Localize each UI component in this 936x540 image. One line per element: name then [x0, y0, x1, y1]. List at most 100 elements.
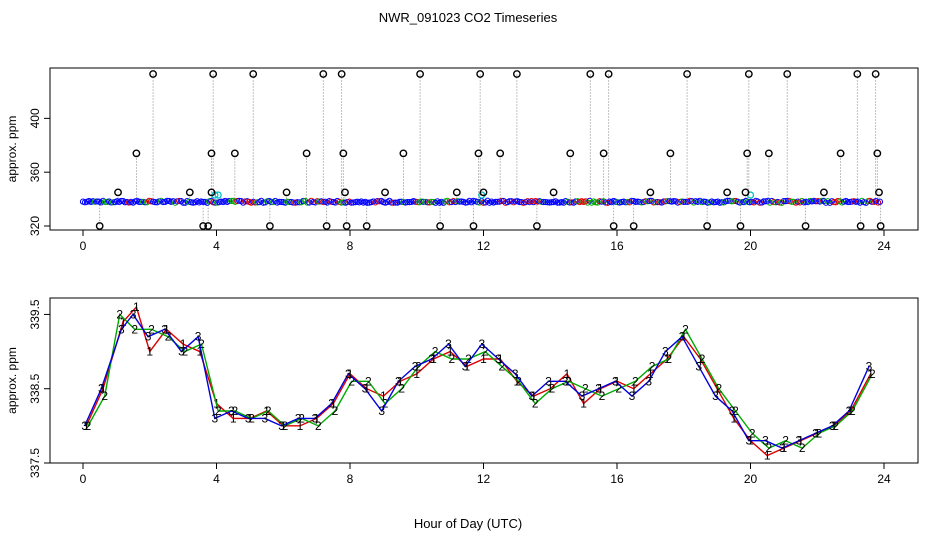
series-point-3: 3	[428, 352, 435, 366]
baseline-point	[554, 199, 561, 206]
spike-point	[416, 70, 424, 78]
series-point-1: 1	[380, 389, 387, 403]
figure-title: NWR_091023 CO2 Timeseries	[379, 10, 558, 25]
spike-point	[479, 188, 488, 197]
series-point-1: 1	[781, 441, 788, 455]
series-point-3: 3	[295, 411, 302, 425]
baseline-point	[652, 198, 659, 206]
baseline-point	[296, 199, 303, 206]
series-point-3: 3	[562, 374, 569, 388]
y-tick-label: 338.5	[28, 373, 42, 403]
series-point-3: 3	[362, 382, 369, 396]
x-tick-label: 24	[877, 472, 891, 486]
series-point-2: 2	[599, 389, 606, 403]
y-axis-label: approx. ppm	[5, 116, 19, 183]
series-point-1: 1	[580, 397, 587, 411]
baseline-point	[682, 198, 689, 205]
series-point-1: 1	[230, 411, 237, 425]
series-point-1: 1	[564, 367, 571, 381]
spike-point	[476, 70, 485, 78]
baseline-point	[756, 199, 763, 206]
spike-point	[149, 70, 157, 78]
spike-point	[265, 222, 274, 230]
series-point-1: 1	[280, 419, 287, 433]
baseline-point	[664, 197, 671, 205]
series-point-1: 1	[120, 315, 127, 329]
spike-point	[801, 222, 810, 230]
series-point-1: 1	[730, 411, 737, 425]
spike-point	[566, 149, 575, 158]
spike-point	[381, 188, 389, 197]
y-axis-label: approx. ppm	[5, 347, 19, 414]
series-point-1: 1	[146, 345, 153, 359]
y-tick-label: 320	[28, 216, 42, 236]
spike-point	[875, 188, 883, 197]
spike-point	[820, 188, 828, 197]
series-point-2: 2	[332, 404, 339, 418]
x-tick-label: 12	[477, 239, 491, 253]
series-point-1: 1	[447, 345, 454, 359]
baseline-point	[107, 199, 115, 206]
series-point-1: 1	[196, 345, 203, 359]
baseline-point	[516, 198, 523, 206]
series-point-3: 3	[262, 411, 269, 425]
series-point-1: 1	[814, 426, 821, 440]
series-point-3: 3	[395, 374, 402, 388]
spike-point	[743, 149, 752, 158]
series-point-1: 1	[430, 352, 437, 366]
spike-point	[629, 222, 638, 230]
baseline-point	[160, 198, 167, 206]
baseline-point	[680, 198, 687, 205]
baseline-point	[406, 199, 413, 206]
baseline-point	[718, 199, 725, 206]
series-point-2: 2	[131, 322, 138, 336]
series-point-1: 1	[764, 449, 771, 463]
series-point-1: 1	[530, 389, 537, 403]
spike-point	[337, 70, 346, 78]
spike-point	[549, 188, 558, 197]
series-point-2: 2	[699, 352, 706, 366]
baseline-point	[544, 199, 551, 206]
series-point-1: 1	[597, 382, 604, 396]
spike-point	[342, 222, 351, 230]
series-point-2: 2	[85, 419, 92, 433]
y-tick-label: 337.5	[28, 448, 42, 478]
spike-point	[230, 149, 239, 158]
baseline-point	[286, 198, 293, 206]
series-point-2: 2	[482, 345, 489, 359]
baseline-point	[294, 199, 301, 206]
spike-point	[599, 149, 608, 158]
series-point-3: 3	[228, 404, 235, 418]
series-point-3: 3	[195, 330, 202, 344]
baseline-point	[830, 198, 838, 206]
baseline-point	[760, 198, 767, 205]
spike-point	[853, 70, 862, 78]
x-tick-label: 4	[213, 239, 220, 253]
baseline-point	[494, 198, 501, 205]
series-point-1: 1	[480, 352, 487, 366]
baseline-point	[780, 197, 787, 205]
series-point-1: 1	[330, 397, 337, 411]
baseline-point	[141, 199, 149, 206]
series-point-3: 3	[695, 359, 702, 373]
spike-point	[399, 149, 408, 158]
series-point-1: 1	[847, 404, 854, 418]
x-tick-label: 0	[80, 239, 87, 253]
series-point-3: 3	[812, 426, 819, 440]
baseline-point	[566, 199, 573, 206]
series-point-2: 2	[649, 359, 656, 373]
x-tick-label: 16	[610, 472, 624, 486]
baseline-point	[278, 198, 285, 206]
x-tick-label: 12	[477, 472, 491, 486]
baseline-point	[686, 197, 693, 205]
y-tick-label: 339.5	[28, 299, 42, 329]
series-point-1: 1	[397, 374, 404, 388]
series-point-1: 1	[697, 352, 704, 366]
series-point-2: 2	[816, 426, 823, 440]
spike-point	[474, 149, 483, 158]
series-point-1: 1	[630, 382, 637, 396]
baseline-point	[730, 197, 737, 205]
series-point-1: 1	[363, 382, 370, 396]
series-line-3	[84, 313, 870, 449]
series-point-3: 3	[478, 337, 485, 351]
